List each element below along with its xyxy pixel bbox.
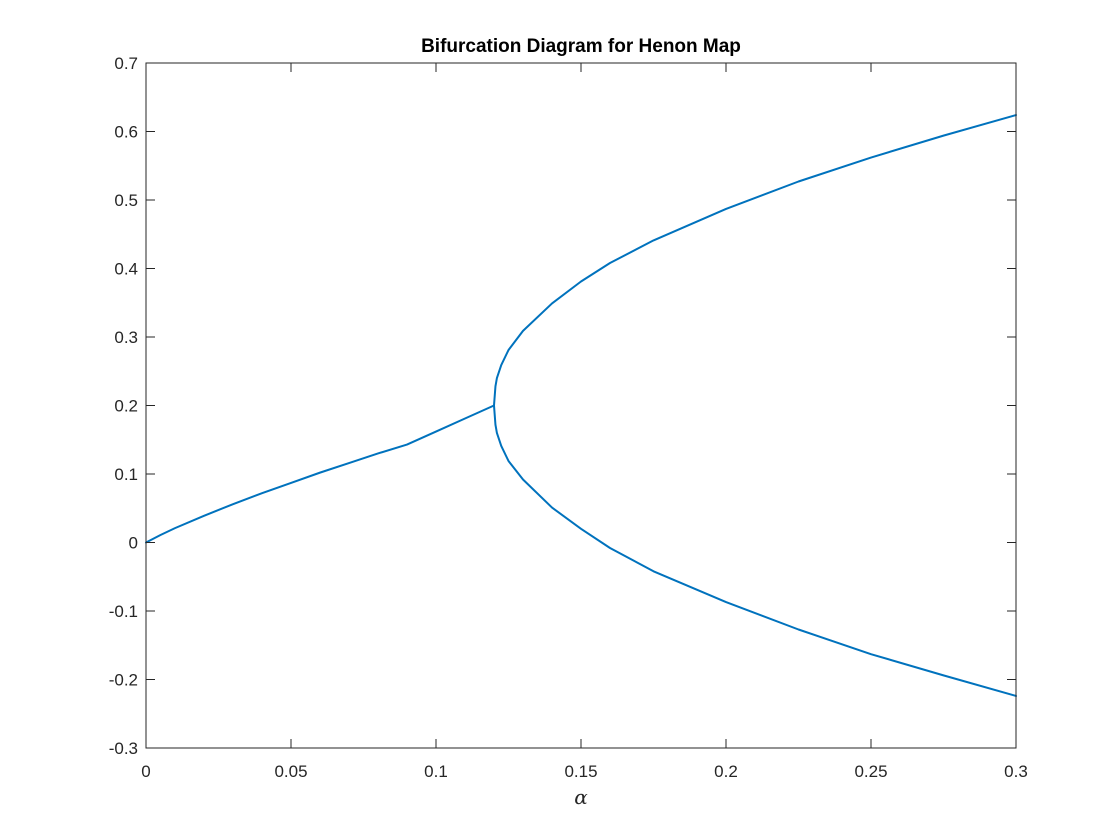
y-tick-label: 0.1 <box>114 465 138 484</box>
y-axis-ticks <box>146 62 1016 749</box>
y-tick-label: 0.3 <box>114 328 138 347</box>
x-axis-tick-labels: 0 0.05 0.1 0.15 0.2 0.25 0.3 <box>141 762 1028 781</box>
y-tick-label: 0.4 <box>114 260 138 279</box>
y-tick-label: 0 <box>129 534 138 553</box>
x-tick-label: 0.15 <box>564 762 597 781</box>
y-tick-label: 0.6 <box>114 123 138 142</box>
axes: 0 0.05 0.1 0.15 0.2 0.25 0.3 -0.3-0.2-0.100.10… <box>109 54 1028 781</box>
x-tick-label: 0.1 <box>424 762 448 781</box>
x-tick-label: 0.05 <box>274 762 307 781</box>
y-tick-label: -0.1 <box>109 602 138 621</box>
y-tick-label: 0.7 <box>114 54 138 73</box>
x-tick-label: 0.3 <box>1004 762 1028 781</box>
series-line-3 <box>493 404 1017 697</box>
x-tick-label: 0 <box>141 762 150 781</box>
series-line-2 <box>493 114 1017 407</box>
x-tick-label: 0.25 <box>854 762 887 781</box>
chart-title: Bifurcation Diagram for Henon Map <box>421 36 741 57</box>
y-tick-label: -0.2 <box>109 671 138 690</box>
plot-lines <box>145 114 1017 697</box>
x-axis-label: α <box>574 785 588 809</box>
x-axis-ticks <box>145 63 1017 748</box>
y-tick-label: 0.5 <box>114 191 138 210</box>
y-tick-label: 0.2 <box>114 397 138 416</box>
y-tick-label: -0.3 <box>109 739 138 758</box>
y-axis-tick-labels: -0.3 -0.2 -0.1 0 0.1 0.2 0.3 0.4 0.5 0.6 0.7 <box>109 54 138 758</box>
x-tick-label: 0.2 <box>714 762 738 781</box>
series-line-1 <box>145 404 495 544</box>
